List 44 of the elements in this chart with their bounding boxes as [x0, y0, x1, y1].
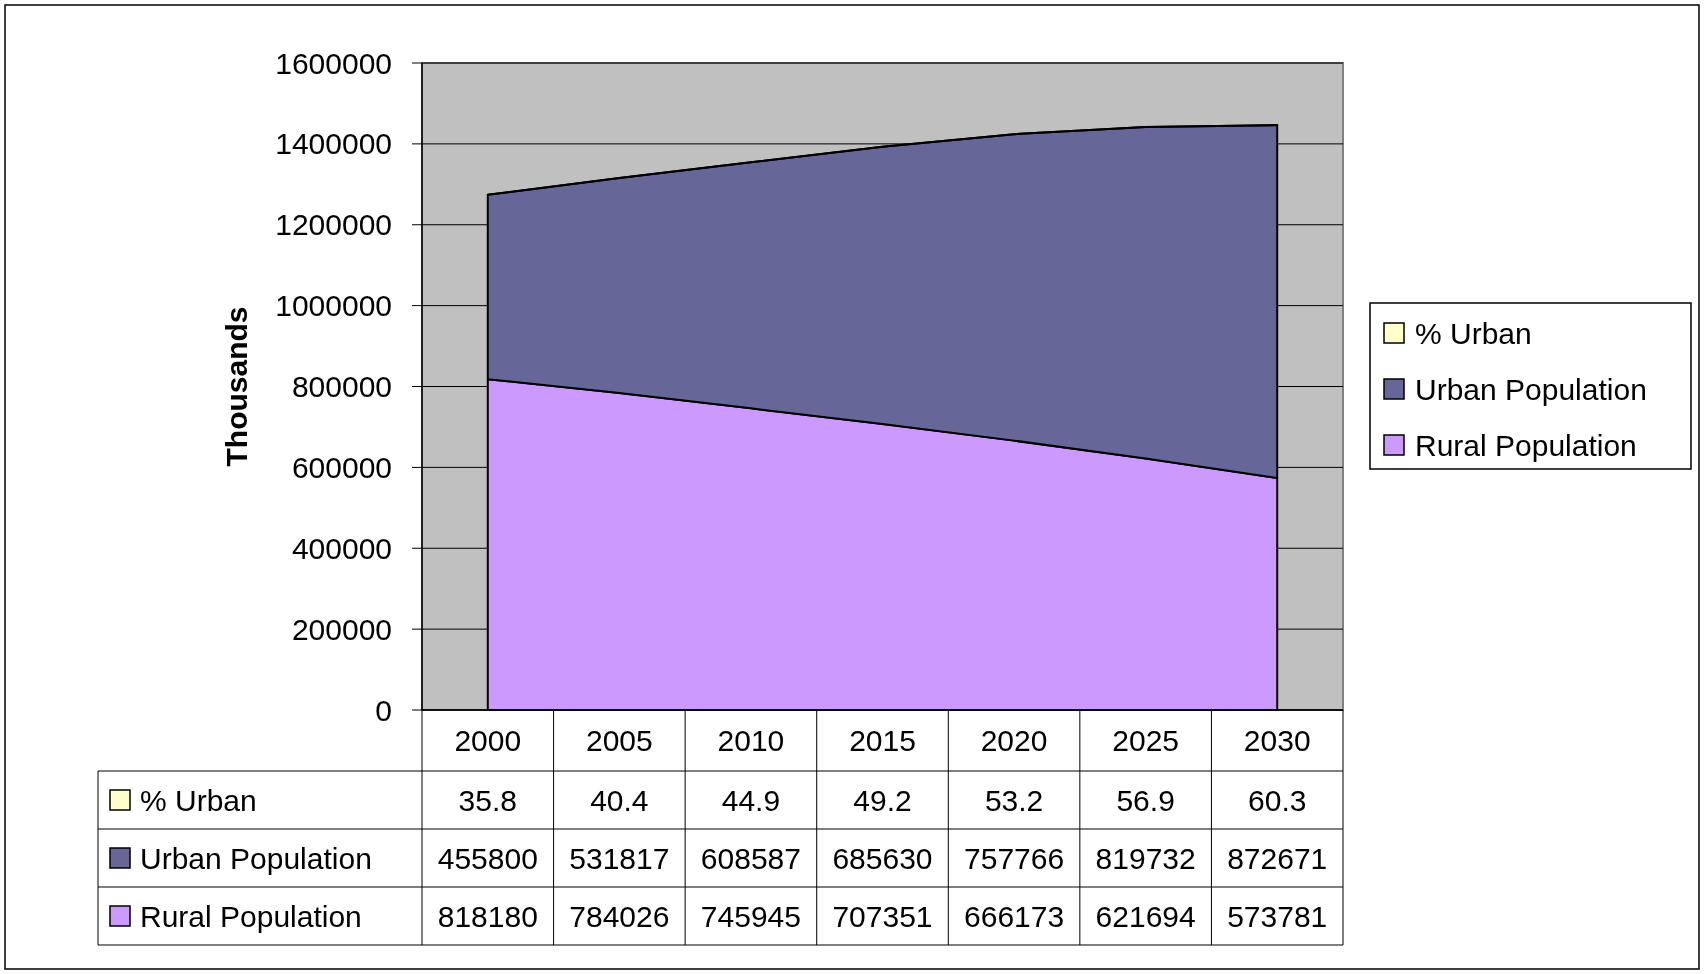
- y-tick-label: 600000: [291, 450, 392, 484]
- text: Urban Population: [140, 841, 372, 875]
- data-label: 872671: [1227, 841, 1328, 875]
- y-tick-label: 400000: [291, 531, 392, 565]
- data-label: 818180: [437, 899, 538, 933]
- text: Rural Population: [140, 899, 362, 933]
- data-label: 745945: [700, 899, 801, 933]
- x-tick-label: 2005: [585, 724, 653, 757]
- data-label: 40.4: [590, 783, 649, 817]
- legend-label: Rural Population: [1415, 428, 1637, 462]
- legend-label: Urban Population: [1415, 372, 1647, 406]
- data-label: 757766: [964, 841, 1065, 875]
- x-tick-label: 2015: [849, 724, 916, 757]
- x-tick-label: 2025: [1112, 724, 1180, 757]
- data-label: 531817: [569, 841, 670, 875]
- data-label: 666173: [964, 899, 1065, 933]
- y-tick-label: 0: [375, 693, 392, 727]
- data-label: 44.9: [721, 783, 781, 817]
- data-label: 35.8: [458, 783, 517, 817]
- data-label: 707351: [832, 899, 933, 933]
- legend-label: % Urban: [1415, 316, 1532, 350]
- data-label: 60.3: [1248, 783, 1307, 817]
- y-tick-label: 1000000: [275, 289, 392, 323]
- data-label: 685630: [832, 841, 933, 875]
- data-label: 621694: [1095, 899, 1196, 933]
- data-label: 784026: [569, 899, 670, 933]
- data-label: 819732: [1095, 841, 1196, 875]
- x-tick-label: 2000: [454, 724, 522, 757]
- data-label: 608587: [700, 841, 801, 875]
- x-tick-label: 2010: [717, 724, 785, 757]
- y-axis-title: Thousands: [220, 306, 253, 467]
- data-label: 455800: [437, 841, 538, 875]
- data-label: 573781: [1227, 899, 1328, 933]
- y-tick-label: 800000: [291, 370, 392, 403]
- y-tick-label: 1200000: [275, 208, 392, 242]
- data-label: 49.2: [853, 783, 912, 817]
- text: % Urban: [140, 783, 257, 817]
- y-tick-label: 1400000: [275, 127, 392, 161]
- x-tick-label: 2030: [1243, 724, 1311, 757]
- y-tick-label: 1600000: [275, 46, 392, 80]
- y-tick-label: 200000: [291, 612, 392, 646]
- x-tick-label: 2020: [980, 724, 1048, 757]
- data-label: 53.2: [984, 783, 1044, 817]
- data-label: 56.9: [1116, 783, 1175, 817]
